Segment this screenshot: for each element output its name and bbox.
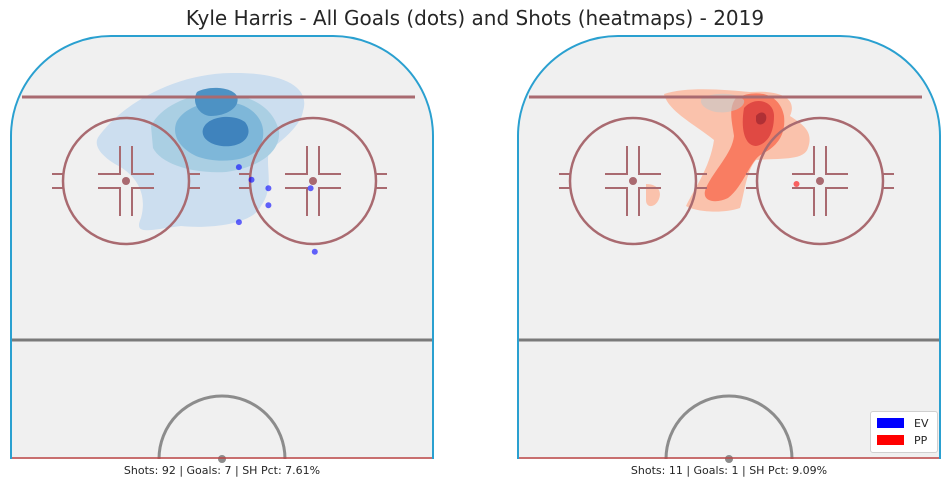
faceoff-dot-left — [122, 177, 130, 185]
faceoff-dot-right — [816, 177, 824, 185]
rink-ice — [518, 36, 940, 459]
caption-ev: Shots: 92 | Goals: 7 | SH Pct: 7.61% — [123, 464, 321, 477]
heatmap-pp — [646, 89, 810, 212]
rink-panel-pp — [517, 35, 941, 463]
faceoff-circle-right — [755, 116, 885, 246]
center-dot — [218, 455, 226, 463]
hash-marks-left — [559, 146, 707, 216]
heatmap-ev-level-4 — [194, 87, 238, 116]
rink-boards — [517, 35, 941, 459]
caption-pp: Shots: 11 | Goals: 1 | SH Pct: 9.09% — [630, 464, 828, 477]
faceoff-dot-right — [309, 177, 317, 185]
legend-item-pp: PP — [877, 433, 927, 447]
ev-goal-5 — [265, 202, 272, 209]
center-circle — [157, 394, 287, 460]
legend-item-ev: EV — [877, 416, 928, 430]
faceoff-circle-left — [568, 116, 698, 246]
faceoff-circle-left — [61, 116, 191, 246]
heatmap-pp-level-1b — [646, 184, 660, 207]
hash-marks-right — [239, 146, 387, 216]
legend-swatch-ev — [877, 418, 904, 428]
ev-goal-4 — [307, 185, 314, 192]
legend-swatch-pp — [877, 435, 904, 445]
rink-markings — [518, 95, 940, 463]
chart-title: Kyle Harris - All Goals (dots) and Shots… — [185, 6, 765, 30]
heatmap-pp-level-1c — [686, 96, 696, 107]
ev-goal-2 — [248, 176, 255, 183]
pp-goal-1 — [793, 181, 800, 187]
hash-marks-right — [746, 146, 894, 216]
rink-boards — [10, 35, 434, 459]
heatmap-ev-level-5 — [202, 116, 249, 147]
legend-label-pp: PP — [914, 433, 928, 447]
faceoff-dot-left — [629, 177, 637, 185]
ev-goal-6 — [235, 219, 242, 226]
center-circle — [664, 394, 794, 460]
legend-label-ev: EV — [914, 416, 929, 430]
center-dot — [725, 455, 733, 463]
ev-goal-3 — [265, 185, 272, 192]
heatmap-pp-level-4 — [756, 112, 767, 125]
ev-goal-1 — [235, 164, 242, 171]
ev-goal-7 — [311, 248, 318, 255]
goals-pp-group — [793, 181, 800, 187]
legend: EV PP — [870, 411, 938, 453]
rink-panel-ev — [10, 35, 434, 463]
hash-marks-left — [52, 146, 200, 216]
goals-ev-group — [235, 164, 318, 255]
